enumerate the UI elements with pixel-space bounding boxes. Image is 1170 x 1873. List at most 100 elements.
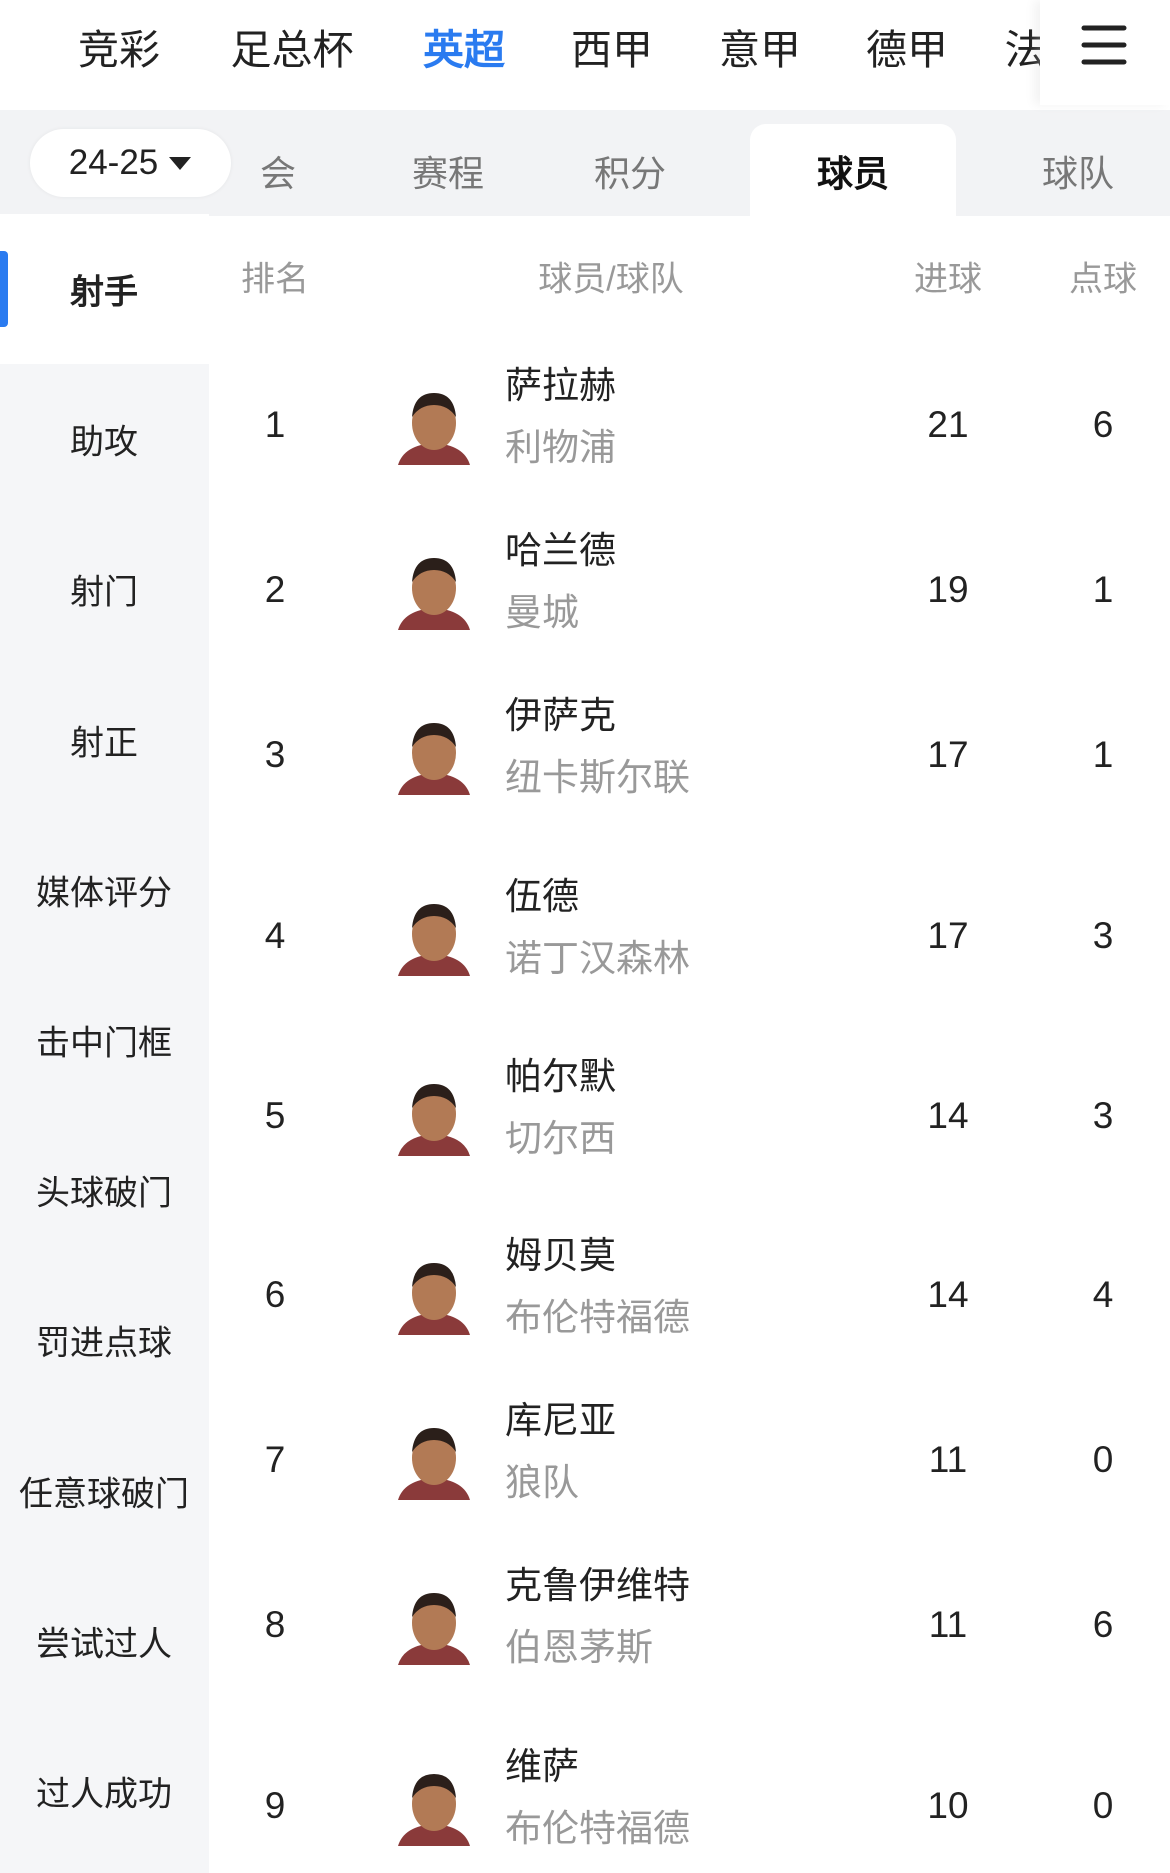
sidebar-item[interactable]: 尝试过人	[36, 1625, 172, 1664]
player-name: 克鲁伊维特	[505, 1565, 690, 1606]
active-subtab-bg	[750, 124, 956, 216]
goals: 11	[928, 1439, 968, 1480]
league-tab[interactable]: 竞彩	[78, 27, 160, 73]
penalties: 6	[1092, 1604, 1114, 1645]
player-name: 库尼亚	[505, 1400, 616, 1441]
rank: 2	[264, 569, 286, 610]
sidebar	[0, 216, 209, 1873]
sidebar-item[interactable]: 头球破门	[36, 1174, 172, 1213]
avatar-image	[398, 1774, 470, 1846]
row[interactable]	[209, 508, 1170, 672]
penalties: 1	[1092, 569, 1114, 610]
sidebar-item[interactable]: 任意球破门	[19, 1475, 189, 1514]
team-name: 狼队	[505, 1462, 579, 1503]
goals: 17	[927, 734, 969, 775]
avatar-image	[398, 1428, 470, 1500]
rank: 3	[264, 734, 286, 775]
team-name: 伯恩茅斯	[505, 1627, 653, 1668]
avatar	[396, 894, 472, 976]
player-name: 帕尔默	[505, 1056, 616, 1097]
menu-icon	[1081, 25, 1127, 65]
subtab[interactable]: 会	[259, 153, 297, 194]
avatar-image	[398, 723, 470, 795]
avatar	[396, 713, 472, 795]
goals: 10	[927, 1785, 969, 1826]
sidebar-item[interactable]: 射门	[70, 573, 138, 612]
avatar	[396, 1583, 472, 1665]
sidebar-item[interactable]: 射手	[70, 273, 138, 312]
team-name: 曼城	[505, 592, 579, 633]
sidebar-active-bg	[0, 214, 209, 364]
penalties: 3	[1092, 915, 1114, 956]
rank: 9	[264, 1785, 286, 1826]
dropdown-arrow	[169, 157, 192, 170]
row[interactable]	[209, 343, 1170, 507]
player-name: 伊萨克	[505, 695, 616, 736]
league-tab[interactable]: 意甲	[719, 27, 801, 73]
team-name: 利物浦	[505, 427, 616, 468]
avatar	[396, 548, 472, 630]
penalties: 0	[1092, 1439, 1114, 1480]
subtab[interactable]: 赛程	[411, 153, 485, 194]
menu-button[interactable]	[1040, 0, 1170, 105]
avatar-image	[398, 1084, 470, 1156]
subtab[interactable]: 球队	[1041, 153, 1115, 194]
avatar	[396, 1253, 472, 1335]
table-header: 球员/球队	[538, 260, 684, 299]
team-name: 布伦特福德	[505, 1297, 690, 1338]
league-tab[interactable]: 德甲	[866, 27, 948, 73]
goals: 14	[927, 1095, 969, 1136]
sidebar-item[interactable]: 媒体评分	[36, 874, 172, 913]
sidebar-item[interactable]: 过人成功	[36, 1775, 172, 1814]
team-name: 布伦特福德	[505, 1808, 690, 1849]
rank: 5	[264, 1095, 286, 1136]
avatar-image	[398, 558, 470, 630]
avatar-image	[398, 904, 470, 976]
rank: 1	[264, 404, 286, 445]
sidebar-active-bar	[0, 251, 8, 327]
penalties: 0	[1092, 1785, 1114, 1826]
team-name: 切尔西	[505, 1118, 616, 1159]
avatar	[396, 1074, 472, 1156]
sidebar-item[interactable]: 助攻	[70, 423, 138, 462]
player-name: 维萨	[505, 1746, 579, 1787]
season-label: 24-25	[68, 143, 159, 182]
avatar-image	[398, 393, 470, 465]
penalties: 3	[1092, 1095, 1114, 1136]
player-name: 哈兰德	[505, 530, 616, 571]
goals: 11	[928, 1604, 968, 1645]
goals: 21	[927, 404, 969, 445]
player-name: 萨拉赫	[505, 365, 616, 406]
goals: 14	[927, 1274, 969, 1315]
player-name: 伍德	[505, 876, 579, 917]
subtab[interactable]: 球员	[816, 153, 890, 194]
league-tab[interactable]: 足总杯	[230, 27, 354, 73]
player-name: 姆贝莫	[505, 1235, 616, 1276]
avatar	[396, 1764, 472, 1846]
goals: 17	[927, 915, 969, 956]
league-tab[interactable]: 英超	[423, 27, 505, 73]
rank: 4	[264, 915, 286, 956]
sidebar-item[interactable]: 击中门框	[36, 1024, 172, 1063]
team-name: 诺丁汉森林	[505, 938, 690, 979]
row[interactable]	[209, 1378, 1170, 1542]
subtab[interactable]: 积分	[593, 153, 667, 194]
row[interactable]	[209, 1034, 1170, 1198]
rank: 8	[264, 1604, 286, 1645]
penalties: 1	[1092, 734, 1114, 775]
league-tab[interactable]: 西甲	[571, 27, 653, 73]
penalties: 6	[1092, 404, 1114, 445]
season-selector[interactable]: 24-25	[30, 129, 231, 197]
rank: 7	[264, 1439, 286, 1480]
table-header: 进球	[914, 260, 982, 299]
sidebar-item[interactable]: 射正	[70, 724, 138, 763]
team-name: 纽卡斯尔联	[505, 757, 690, 798]
avatar	[396, 383, 472, 465]
sidebar-item[interactable]: 罚进点球	[36, 1324, 172, 1363]
avatar-image	[398, 1263, 470, 1335]
goals: 19	[927, 569, 969, 610]
rank: 6	[264, 1274, 286, 1315]
table-header: 点球	[1069, 260, 1137, 299]
avatar-image	[398, 1593, 470, 1665]
